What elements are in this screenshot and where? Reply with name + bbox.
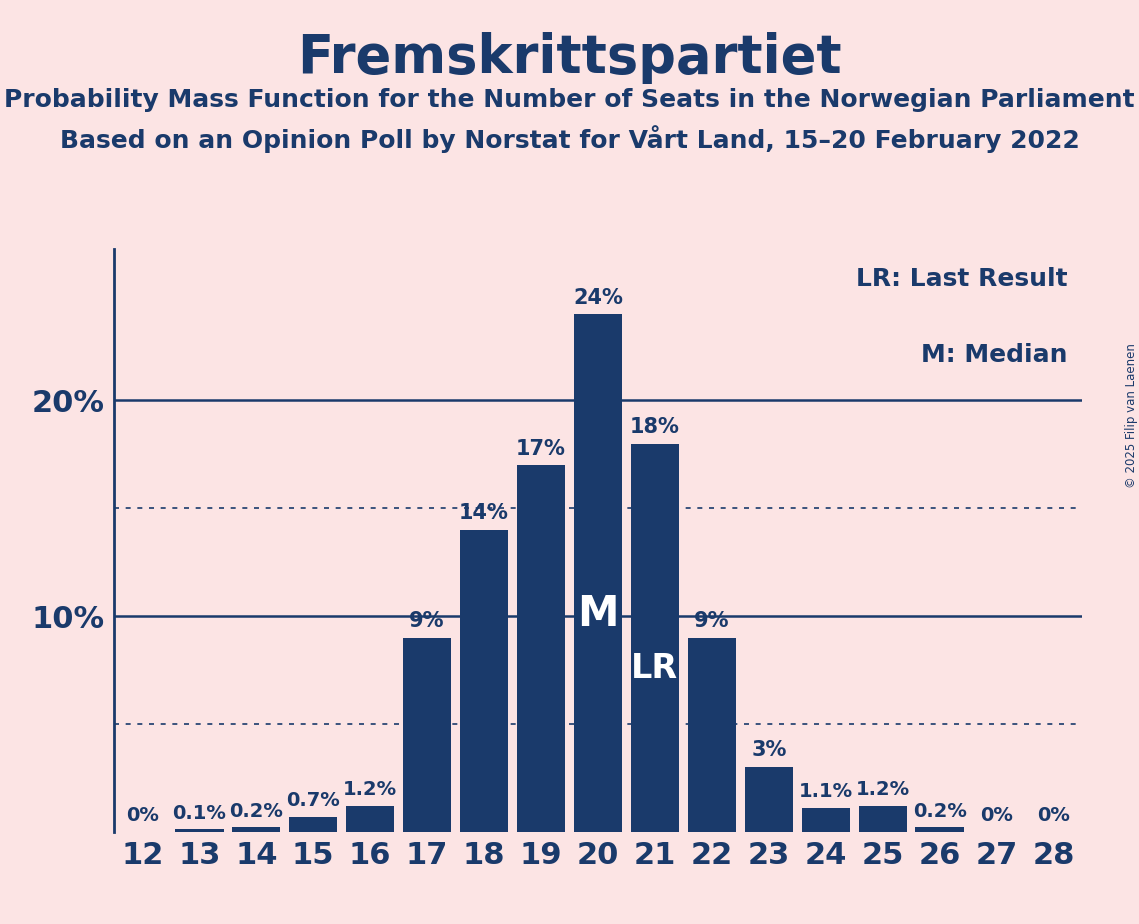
Bar <box>631 444 679 832</box>
Text: 9%: 9% <box>409 611 445 631</box>
Text: 0%: 0% <box>981 806 1013 825</box>
Text: 1.2%: 1.2% <box>343 780 398 799</box>
Text: 0.7%: 0.7% <box>286 791 341 810</box>
Bar <box>346 806 394 832</box>
Text: 0.2%: 0.2% <box>229 802 284 821</box>
Bar <box>460 529 508 832</box>
Text: 17%: 17% <box>516 439 566 458</box>
Bar <box>403 638 451 832</box>
Text: 24%: 24% <box>573 287 623 308</box>
Text: M: Median: M: Median <box>921 343 1067 367</box>
Bar <box>574 314 622 832</box>
Text: LR: LR <box>631 652 679 685</box>
Text: Based on an Opinion Poll by Norstat for Vårt Land, 15–20 February 2022: Based on an Opinion Poll by Norstat for … <box>59 125 1080 152</box>
Text: 0.1%: 0.1% <box>172 804 227 823</box>
Bar <box>802 808 850 832</box>
Text: LR: Last Result: LR: Last Result <box>855 267 1067 291</box>
Text: 0.2%: 0.2% <box>912 802 967 821</box>
Bar <box>916 827 964 832</box>
Text: 14%: 14% <box>459 504 509 523</box>
Text: © 2025 Filip van Laenen: © 2025 Filip van Laenen <box>1124 344 1138 488</box>
Text: 0%: 0% <box>126 806 158 825</box>
Bar <box>517 465 565 832</box>
Text: Probability Mass Function for the Number of Seats in the Norwegian Parliament: Probability Mass Function for the Number… <box>5 88 1134 112</box>
Text: 18%: 18% <box>630 417 680 437</box>
Text: 1.2%: 1.2% <box>855 780 910 799</box>
Bar <box>289 817 337 832</box>
Text: 9%: 9% <box>694 611 730 631</box>
Bar <box>232 827 280 832</box>
Text: M: M <box>577 593 618 636</box>
Bar <box>175 830 223 832</box>
Bar <box>859 806 907 832</box>
Text: 1.1%: 1.1% <box>798 783 853 801</box>
Bar <box>745 767 793 832</box>
Text: 0%: 0% <box>1038 806 1070 825</box>
Bar <box>688 638 736 832</box>
Text: 3%: 3% <box>751 740 787 760</box>
Text: Fremskrittspartiet: Fremskrittspartiet <box>297 32 842 84</box>
